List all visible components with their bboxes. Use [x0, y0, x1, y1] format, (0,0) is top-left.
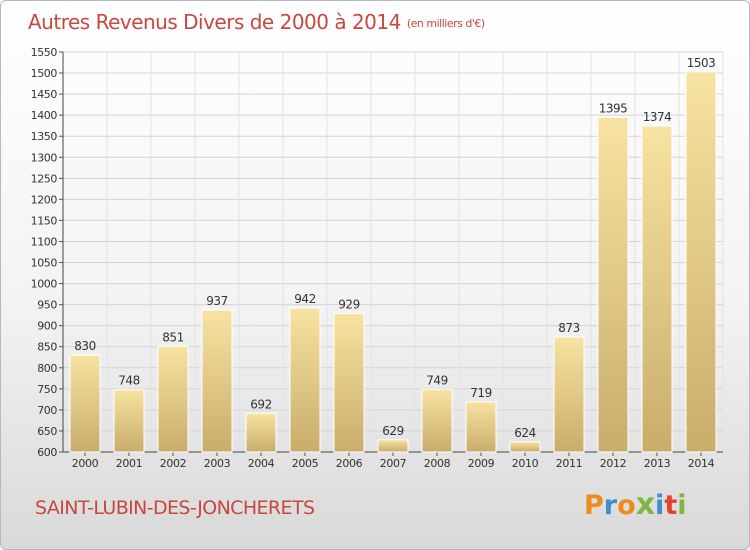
y-tick-label: 1000 [31, 278, 58, 291]
bar [509, 441, 541, 453]
y-tick-label: 1250 [31, 172, 58, 185]
bar [245, 412, 277, 453]
chart-unit: (en milliers d'€) [406, 17, 485, 30]
y-tick-label: 1450 [31, 88, 58, 101]
x-tick-label: 2013 [644, 457, 671, 470]
bar [553, 336, 585, 453]
bar [289, 307, 321, 453]
logo-letter: x [635, 487, 656, 522]
y-tick-label: 1100 [31, 235, 58, 248]
x-tick-label: 2001 [116, 457, 142, 470]
x-tick-label: 2000 [72, 457, 99, 470]
logo-letter: i [655, 490, 665, 521]
x-tick-label: 2004 [248, 457, 275, 470]
bar [597, 116, 629, 453]
y-tick-label: 950 [37, 299, 57, 312]
y-tick-label: 750 [37, 383, 57, 396]
y-tick-label: 1050 [31, 257, 58, 270]
y-tick-label: 1150 [31, 214, 58, 227]
y-tick-label: 1300 [31, 151, 58, 164]
bar-value-label: 749 [426, 373, 447, 387]
y-tick-label: 1200 [31, 193, 58, 206]
bar-value-label: 942 [294, 292, 315, 306]
bar [465, 401, 497, 453]
bar [641, 125, 673, 453]
x-tick-label: 2003 [204, 457, 231, 470]
x-tick-label: 2002 [160, 457, 186, 470]
logo-letter: t [664, 490, 678, 521]
logo-letter: i [677, 490, 687, 521]
chart-title-text: Autres Revenus Divers de 2000 à 2014 [28, 10, 401, 34]
x-tick-label: 2006 [336, 457, 363, 470]
proxiti-logo: Proxiti [584, 487, 694, 527]
logo-letter: P [584, 490, 604, 521]
y-tick-label: 850 [37, 341, 57, 354]
logo-letter: r [603, 490, 618, 521]
y-tick-label: 1400 [31, 109, 58, 122]
bar-value-label: 719 [470, 386, 491, 400]
bar-value-label: 830 [74, 339, 95, 353]
y-tick-label: 1500 [31, 67, 58, 80]
value-labels: 830 748 851 937 692 942 929 629 749 719 624 873 1395… [74, 56, 715, 440]
bar-value-label: 629 [382, 424, 403, 438]
bar [421, 388, 453, 453]
bar [113, 389, 145, 453]
x-tick-label: 2012 [600, 457, 626, 470]
x-tick-label: 2008 [424, 457, 451, 470]
x-tick-label: 2007 [380, 457, 407, 470]
bar-value-label: 1503 [687, 56, 716, 70]
x-tick-label: 2005 [292, 457, 319, 470]
bar-value-label: 692 [250, 397, 271, 411]
y-tick-labels: 600 650 700 750 800 850 900 950 1000 1050 1100 1150… [31, 46, 58, 459]
x-tick-labels: 2000 2001 2002 2003 2004 2005 2006 2007 2008 2009… [72, 457, 715, 470]
y-tick-label: 1350 [31, 130, 58, 143]
bar-value-label: 1395 [599, 101, 628, 115]
bar-value-label: 1374 [643, 110, 672, 124]
chart-title: Autres Revenus Divers de 2000 à 2014 (en … [28, 10, 485, 34]
y-tick-label: 800 [37, 362, 57, 375]
y-tick-label: 700 [37, 404, 57, 417]
x-tick-label: 2009 [468, 457, 495, 470]
x-tick-label: 2014 [688, 457, 715, 470]
bar [157, 345, 189, 453]
y-tick-label: 1550 [31, 46, 58, 59]
bars [69, 71, 717, 453]
x-tick-label: 2011 [556, 457, 582, 470]
bar-value-label: 851 [162, 330, 183, 344]
bar [69, 354, 101, 453]
y-tick-label: 600 [37, 446, 57, 459]
bar-value-label: 929 [338, 297, 359, 311]
bar-value-label: 937 [206, 294, 227, 308]
y-tick-label: 650 [37, 425, 57, 438]
logo-letter: o [617, 490, 636, 521]
bar [333, 312, 365, 453]
y-tick-label: 900 [37, 320, 57, 333]
bar-value-label: 873 [558, 321, 579, 335]
x-tick-label: 2010 [512, 457, 539, 470]
town-name: SAINT-LUBIN-DES-JONCHERETS [35, 497, 315, 519]
bar [685, 71, 717, 453]
bar-value-label: 748 [118, 374, 139, 388]
bar [377, 439, 409, 453]
bar [201, 309, 233, 453]
bar-value-label: 624 [514, 426, 535, 440]
